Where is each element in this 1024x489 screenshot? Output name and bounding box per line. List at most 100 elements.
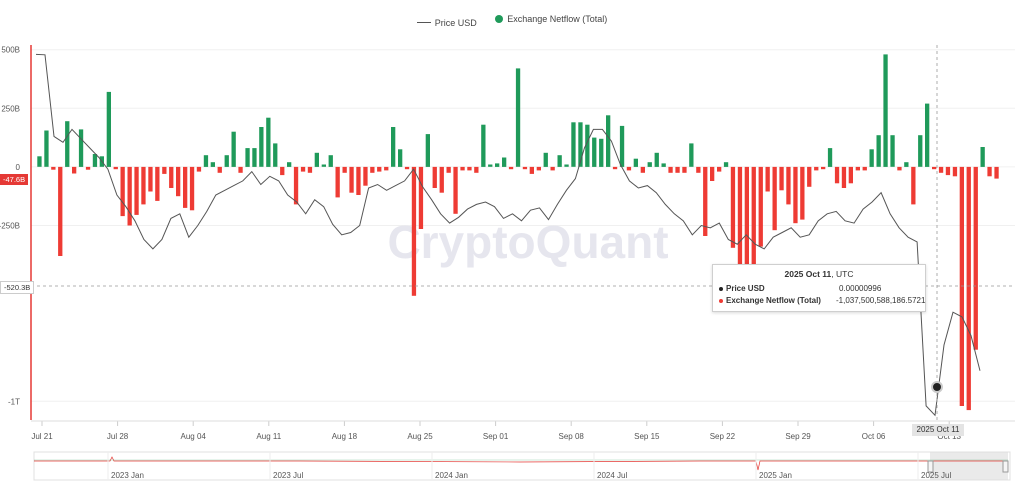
navigator-frame[interactable] <box>33 451 1011 481</box>
legend-item-netflow[interactable]: Exchange Netflow (Total) <box>495 14 607 24</box>
netflow-bar <box>959 166 964 406</box>
navigator-label: 2023 Jul <box>273 471 303 480</box>
x-axis-ticks: Jul 21 Jul 28 Aug 04 Aug 11 Aug 18 Aug 25 Sep … <box>31 421 962 441</box>
netflow-bar <box>120 166 125 217</box>
tooltip-date-bold: 2025 Oct 11 <box>784 269 832 279</box>
netflow-bar <box>814 166 819 171</box>
netflow-bar <box>439 166 444 193</box>
y-tick-label: 0 <box>16 163 21 172</box>
netflow-bar <box>585 124 590 167</box>
legend-item-price[interactable]: Price USD <box>416 17 477 28</box>
navigator-handle-right[interactable] <box>1002 460 1009 473</box>
netflow-bar <box>911 166 916 205</box>
netflow-bar <box>113 166 118 170</box>
netflow-bar <box>529 166 534 174</box>
netflow-bar <box>827 148 833 167</box>
netflow-bar <box>502 157 507 167</box>
netflow-bar <box>72 166 77 174</box>
tooltip-date: 2025 Oct 11, UTC <box>713 269 925 279</box>
x-tick-label: Sep 15 <box>634 432 660 441</box>
netflow-bar <box>481 124 486 167</box>
x-tick-label: Aug 04 <box>181 432 207 441</box>
netflow-bar <box>578 122 583 167</box>
netflow-bar <box>890 135 895 167</box>
netflow-bar <box>723 162 729 167</box>
netflow-bar <box>821 166 826 170</box>
netflow-bar <box>904 162 909 167</box>
netflow-bar <box>148 166 153 192</box>
netflow-bar <box>176 166 181 197</box>
x-tick-label: Aug 11 <box>256 432 281 441</box>
navigator-handle-left[interactable] <box>927 460 934 473</box>
netflow-bar <box>834 166 840 184</box>
netflow-bar <box>862 166 867 171</box>
hover-point-marker <box>931 381 943 393</box>
netflow-bar <box>536 166 541 171</box>
netflow-bar <box>994 166 999 179</box>
netflow-bar <box>314 152 319 167</box>
netflow-bar <box>841 166 847 188</box>
netflow-bar <box>779 166 784 191</box>
netflow-bar <box>550 166 555 171</box>
tooltip-price-row: Price USD 0.00000996 <box>719 284 919 295</box>
x-tick-label: Sep 29 <box>785 432 811 441</box>
x-tick-label: Aug 18 <box>332 432 358 441</box>
netflow-bar <box>619 125 625 167</box>
netflow-bar <box>404 166 410 170</box>
netflow-bar <box>335 166 340 198</box>
netflow-bar <box>765 166 770 192</box>
netflow-bar <box>592 137 597 167</box>
netflow-bar <box>703 166 708 236</box>
navigator-selection[interactable] <box>930 452 1008 480</box>
tooltip-price-label: Price USD <box>726 284 765 293</box>
netflow-bar <box>675 166 680 173</box>
netflow-bar <box>661 163 666 167</box>
netflow-bar <box>696 166 701 173</box>
netflow-bar <box>488 164 493 167</box>
netflow-bar <box>987 166 992 177</box>
netflow-bar <box>869 149 874 167</box>
tooltip-price-bullet <box>719 286 723 291</box>
x-tick-label: Jul 28 <box>107 432 129 441</box>
netflow-bar <box>647 162 652 167</box>
netflow-bar <box>189 166 195 211</box>
netflow-bar <box>384 166 389 171</box>
netflow-bar <box>938 166 944 173</box>
netflow-bar <box>134 166 139 215</box>
netflow-bar <box>169 166 174 188</box>
netflow-bar <box>453 166 458 214</box>
x-tick-label: Jul 21 <box>31 432 53 441</box>
hover-tooltip: 2025 Oct 11, UTC Price USD 0.00000996 Ex… <box>712 264 926 312</box>
netflow-bar <box>78 129 84 167</box>
netflow-bar <box>543 152 548 167</box>
netflow-bar <box>807 166 812 187</box>
y-tick-label: 250B <box>1 104 20 113</box>
legend-price-label: Price USD <box>434 17 477 28</box>
netflow-bar <box>897 166 902 171</box>
netflow-bar <box>737 166 743 270</box>
netflow-bar <box>266 117 271 167</box>
netflow-bar <box>855 166 860 171</box>
watermark-text: CryptoQuant <box>387 216 668 268</box>
netflow-bar <box>356 166 361 195</box>
netflow-bar <box>106 91 111 167</box>
netflow-bar <box>280 166 285 176</box>
navigator-labels: 2023 Jan 2023 Jul 2024 Jan 2024 Jul 2025 Jan… <box>107 452 951 480</box>
netflow-bar <box>391 127 396 167</box>
netflow-bar <box>446 166 451 173</box>
netflow-bar <box>259 127 264 167</box>
netflow-bar <box>744 166 749 302</box>
tooltip-price-value: 0.00000996 <box>839 284 882 293</box>
grid-lines <box>31 49 1015 402</box>
netflow-bar <box>203 155 209 167</box>
netflow-bar <box>564 164 569 167</box>
tooltip-netflow-value: -1,037,500,588,186.5721 <box>836 296 926 305</box>
x-tick-label: Oct 06 <box>862 432 886 441</box>
netflow-bar <box>973 166 978 350</box>
tooltip-date-suffix: , UTC <box>831 269 854 279</box>
netflow-bar <box>293 166 299 205</box>
netflow-bar <box>800 166 805 220</box>
netflow-bar <box>557 155 562 167</box>
netflow-bar <box>85 166 91 170</box>
